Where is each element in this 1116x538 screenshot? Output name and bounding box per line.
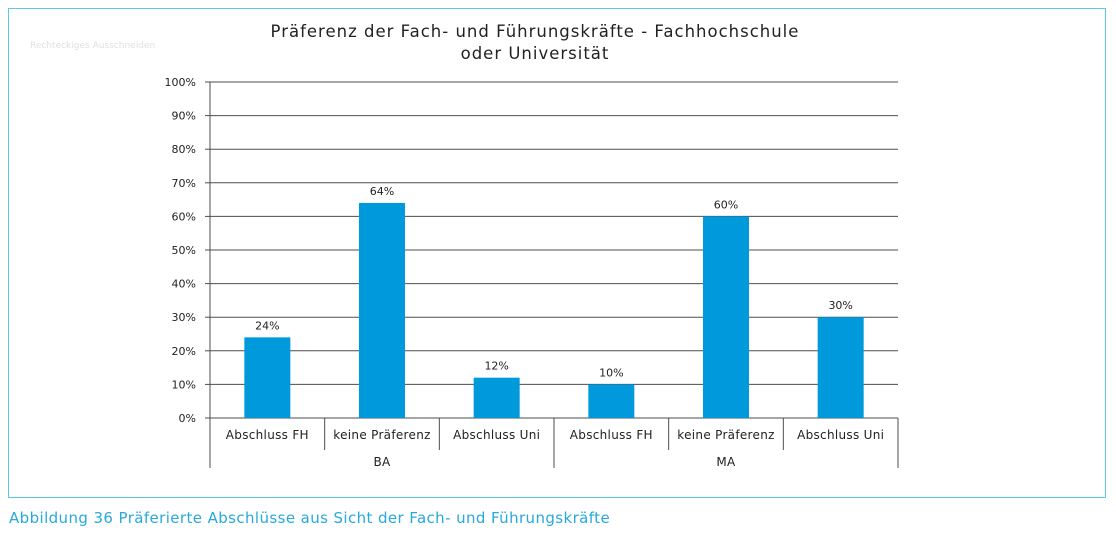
chart-title-line-2: oder Universität [461,44,610,63]
y-tick-label: 100% [165,76,196,89]
x-tick-label: Abschluss FH [226,428,309,442]
chart-frame [8,8,1106,498]
bar [359,202,405,418]
data-label: 10% [599,366,623,379]
x-tick-label: keine Präferenz [677,428,774,442]
figure-caption: Abbildung 36 Präferierte Abschlüsse aus … [9,509,611,527]
bar [703,216,749,418]
bar [588,384,635,418]
bar [473,377,520,418]
y-tick-label: 90% [172,110,196,123]
y-tick-label: 0% [179,412,196,425]
data-label: 30% [828,299,852,312]
x-tick-label: Abschluss Uni [453,428,540,442]
x-tick-label: Abschluss FH [570,428,653,442]
data-label: 64% [370,185,394,198]
chart-title-line-1: Präferenz der Fach- und Führungskräfte -… [271,22,800,41]
x-group-label: BA [373,455,391,469]
y-tick-label: 10% [172,378,196,391]
gridlines [210,81,898,419]
axes: 0% 10% 20% 30% 40% 50% 60% 70% 80% 90% 100% Abschlu… [165,76,899,469]
bar [817,317,864,418]
faint-overlay-label: Rechteckiges Ausschneiden [30,41,156,51]
data-label: 60% [714,198,738,211]
data-label: 12% [484,360,508,373]
y-tick-label: 50% [172,244,196,257]
data-label: 24% [255,319,279,332]
y-tick-label: 60% [172,210,196,223]
y-tick-label: 80% [172,143,196,156]
x-tick-label: Abschluss Uni [797,428,884,442]
bars: 24% 64% 12% 10% 60% 30% [244,185,864,418]
x-tick-label: keine Präferenz [333,428,430,442]
y-tick-label: 40% [172,278,196,291]
x-group-label: MA [716,455,736,469]
y-tick-label: 30% [172,311,196,324]
y-tick-label: 20% [172,345,196,358]
y-tick-label: 70% [172,177,196,190]
bar [244,337,291,418]
